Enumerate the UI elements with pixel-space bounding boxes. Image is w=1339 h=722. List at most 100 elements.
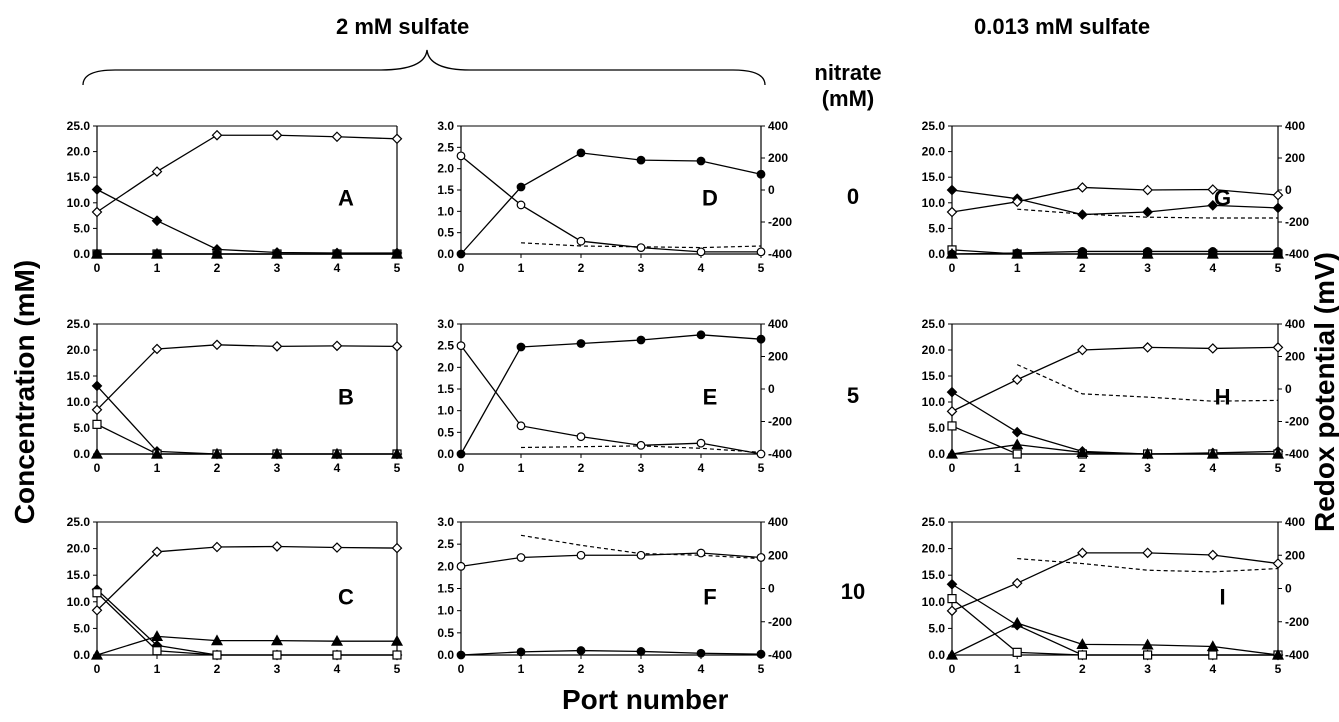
- panel-h-open-square-point: [947, 421, 957, 431]
- panel-e-ytick-label: 2.0: [437, 360, 454, 374]
- panel-c-open-square-line: [96, 592, 397, 656]
- panel-b-filled-triangle-point: [150, 447, 164, 459]
- panel-c-ytick-label: 20.0: [67, 542, 91, 556]
- panel-i-filled-diamond-point: [946, 578, 958, 590]
- panel-d-xtick-label: 0: [458, 261, 465, 275]
- panel-a-filled-circle-point: [272, 249, 282, 259]
- panel-c-open-square-point: [92, 588, 102, 598]
- panel-i-xtick-label: 4: [1209, 662, 1216, 676]
- panel-b-filled-triangle-point: [270, 447, 284, 459]
- panel-c-open-square-point: [152, 646, 162, 656]
- panel-c-open-square-point: [212, 650, 222, 660]
- panel-e-y2tick-label: 400: [768, 317, 788, 331]
- panel-b-filled-triangle-point: [330, 447, 344, 459]
- panel-e-ytick-label: 0.0: [437, 447, 454, 461]
- panel-i-open-diamond-point: [1272, 558, 1284, 569]
- panel-g-y2tick-label: 400: [1285, 119, 1305, 133]
- panel-g-open-diamond-point: [1142, 184, 1153, 196]
- panel-e-y2tick-label: 0: [768, 382, 775, 396]
- panel-a-label: A: [338, 185, 354, 210]
- panel-i-open-square-line: [951, 598, 1278, 656]
- panel-e-ytick-label: 1.5: [437, 382, 454, 396]
- panel-g-xtick-label: 3: [1144, 261, 1151, 275]
- panel-e-y2tick-label: -200: [768, 415, 792, 429]
- panel-f-ytick-label: 2.0: [437, 559, 454, 573]
- panel-a-open-diamond-point: [391, 133, 403, 145]
- panel-e-xtick-label: 0: [458, 461, 465, 475]
- panel-c-ytick-label: 15.0: [67, 568, 91, 582]
- panel-h-ytick-label: 20.0: [922, 343, 946, 357]
- panel-h-open-diamond-point: [1142, 342, 1153, 353]
- panel-i-open-diamond-point: [1077, 547, 1088, 559]
- panel-i-filled-triangle-point: [1271, 648, 1285, 660]
- panel-g-xtick-label: 2: [1079, 261, 1086, 275]
- panel-i-ytick-label: 15.0: [922, 568, 946, 582]
- panel-h-y2tick-label: 400: [1285, 317, 1305, 331]
- panel-d-open-circle-point: [636, 243, 646, 253]
- panel-c-filled-triangle-point: [330, 634, 344, 646]
- panel-a-ytick-label: 15.0: [67, 170, 91, 184]
- panel-c-xtick-label: 2: [214, 662, 221, 676]
- row-label-10: 10: [840, 579, 866, 604]
- panel-g-open-diamond-point: [1207, 184, 1219, 195]
- panel-a-xtick-label: 4: [334, 261, 341, 275]
- panel-d-y2tick-label: -200: [768, 215, 792, 229]
- panel-f-open-circle-point: [756, 553, 766, 562]
- nitrate-label: nitrate: [814, 60, 882, 85]
- panel-f-open-circle-point: [516, 553, 526, 562]
- panel-e-ytick-label: 2.5: [437, 339, 454, 353]
- panel-i-y2tick-label: -200: [1285, 615, 1309, 629]
- panel-e-open-circle-point: [696, 438, 706, 448]
- panel-f-xtick-label: 1: [518, 662, 525, 676]
- panel-i-open-square-point: [1077, 650, 1088, 660]
- panel-g-redox-line: [1017, 208, 1278, 219]
- panel-h-open-square-point: [1012, 449, 1022, 459]
- panel-i-open-diamond-point: [1142, 547, 1153, 559]
- panel-i-xtick-label: 3: [1144, 662, 1151, 676]
- panel-g-ytick-label: 10.0: [922, 196, 946, 210]
- panel-h-filled-triangle-point: [1206, 447, 1219, 459]
- panel-d-ytick-label: 0.5: [437, 226, 454, 240]
- panel-a-open-diamond-point: [331, 131, 343, 143]
- panel-b-ytick-label: 10.0: [67, 395, 91, 409]
- panel-d-ytick-label: 1.0: [437, 204, 454, 218]
- panel-a-ytick-label: 25.0: [67, 119, 91, 133]
- panel-c-ytick-label: 10.0: [67, 595, 91, 609]
- panel-a-ytick-label: 10.0: [67, 196, 91, 210]
- panel-d-filled-circle-point: [576, 148, 586, 158]
- panel-c-filled-triangle-line: [96, 635, 397, 656]
- panel-i-y2tick-label: -400: [1285, 648, 1309, 662]
- panel-c-ytick-label: 25.0: [67, 515, 91, 529]
- panel-c-ytick-label: 0.0: [73, 648, 90, 662]
- panel-h-filled-triangle-point: [1141, 447, 1154, 459]
- panel-h-y2tick-label: 200: [1285, 350, 1305, 364]
- panel-e-filled-circle-point: [696, 330, 706, 340]
- panel-f-xtick-label: 5: [758, 662, 765, 676]
- panel-g-open-diamond-point: [1011, 196, 1023, 208]
- panel-h-ytick-label: 25.0: [922, 317, 946, 331]
- panel-d-xtick-label: 4: [698, 261, 705, 275]
- panel-e-xtick-label: 3: [638, 461, 645, 475]
- panel-a-ytick-label: 20.0: [67, 145, 91, 159]
- panel-d-xtick-label: 3: [638, 261, 645, 275]
- panel-e-open-circle-point: [516, 421, 526, 431]
- panel-a-xtick-label: 3: [274, 261, 281, 275]
- panel-d-y2tick-label: 200: [768, 151, 788, 165]
- panel-h-open-diamond-point: [1011, 374, 1023, 385]
- panel-e-open-circle-point: [756, 449, 766, 459]
- row-label-5: 5: [846, 383, 860, 408]
- panel-g-ytick-label: 15.0: [922, 170, 946, 184]
- panel-c-filled-triangle-point: [210, 634, 224, 646]
- panel-a-filled-circle-point: [332, 249, 342, 259]
- panel-f-xtick-label: 3: [638, 662, 645, 676]
- panel-h-filled-triangle-point: [945, 447, 959, 459]
- panel-g-filled-diamond-point: [1207, 200, 1219, 211]
- panel-d-filled-circle-point: [456, 249, 466, 259]
- panel-a-ytick-label: 5.0: [73, 221, 90, 235]
- panel-i-xtick-label: 5: [1275, 662, 1282, 676]
- panel-e-label: E: [703, 385, 718, 410]
- panel-g-xtick-label: 0: [949, 261, 956, 275]
- panel-c-open-square-point: [332, 650, 342, 660]
- panel-i-filled-triangle-point: [945, 648, 959, 660]
- panel-h-open-diamond-line: [951, 346, 1279, 412]
